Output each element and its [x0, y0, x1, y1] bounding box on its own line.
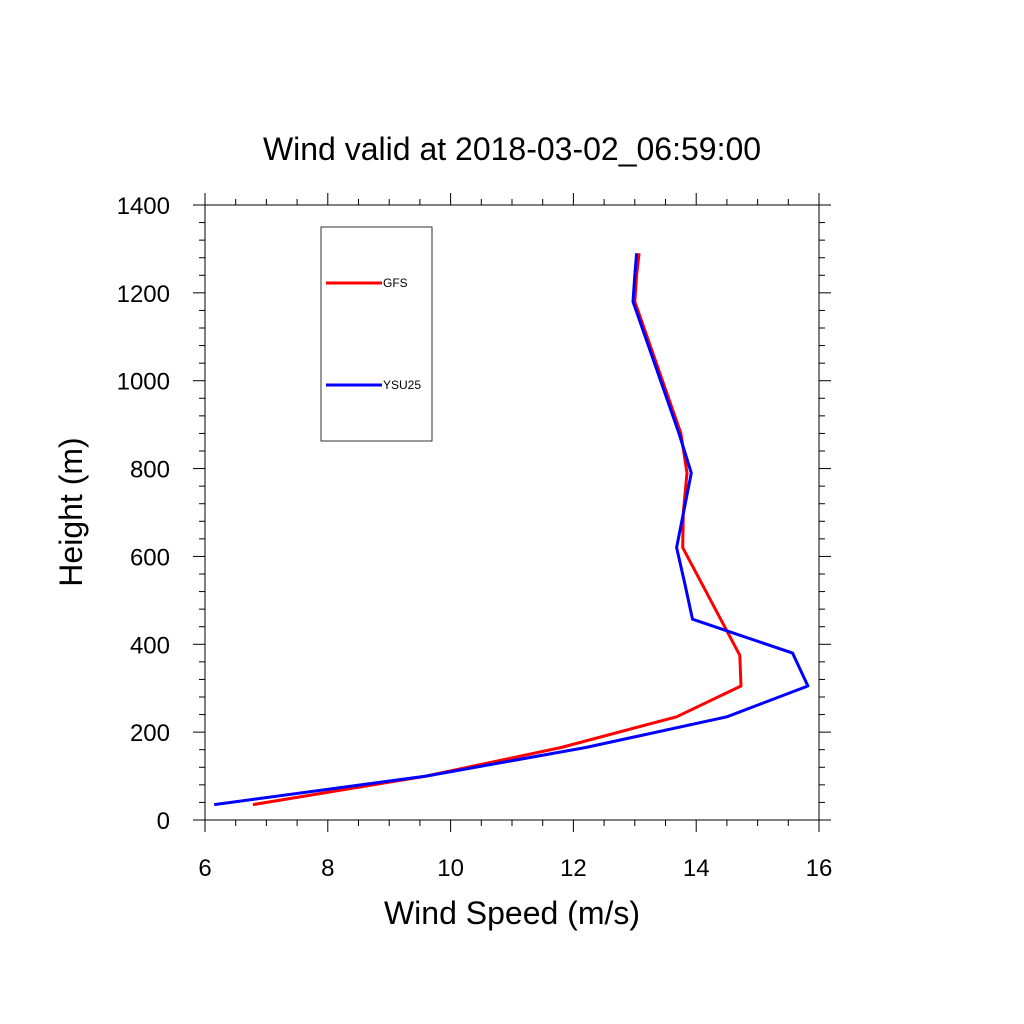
y-tick-label: 1200 — [117, 281, 170, 308]
x-tick-label: 14 — [683, 855, 710, 882]
x-tick-label: 12 — [560, 855, 587, 882]
y-axis-title: Height (m) — [53, 437, 89, 586]
y-tick-label: 0 — [157, 808, 170, 835]
series-line-gfs — [252, 253, 743, 807]
series-line-ysu25 — [213, 253, 810, 807]
y-tick-label: 800 — [130, 457, 170, 484]
ticks-layer: 6 8 10 12 14 16 0 200 400 600 800 1000 1200 1400 — [117, 193, 833, 882]
y-tick-label: 1400 — [117, 193, 170, 220]
x-axis-title: Wind Speed (m/s) — [384, 895, 640, 931]
legend-label-gfs: GFS — [383, 276, 408, 290]
legend: GFS YSU25 — [320, 226, 433, 442]
x-tick-label: 16 — [806, 855, 833, 882]
y-tick-label: 400 — [130, 632, 170, 659]
chart-title: Wind valid at 2018-03-02_06:59:00 — [263, 131, 761, 167]
x-tick-label: 8 — [321, 855, 334, 882]
x-tick-label: 10 — [437, 855, 464, 882]
legend-label-ysu25: YSU25 — [383, 378, 421, 392]
y-tick-label: 200 — [130, 720, 170, 747]
x-tick-label: 6 — [198, 855, 211, 882]
y-axis-title-group: Height (m) — [53, 437, 89, 586]
y-tick-label: 1000 — [117, 369, 170, 396]
legend-box — [320, 226, 433, 442]
plot-frame — [204, 204, 820, 821]
series-layer — [213, 253, 810, 807]
y-tick-label: 600 — [130, 544, 170, 571]
